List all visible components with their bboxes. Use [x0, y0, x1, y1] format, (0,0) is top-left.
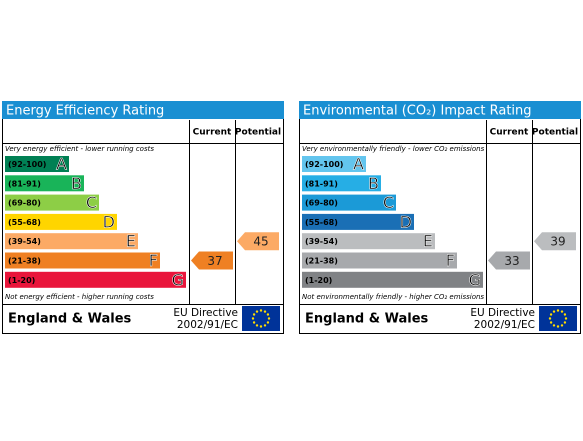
current-value: 37	[207, 254, 222, 268]
region: England & Wales	[305, 312, 429, 327]
band-range: (39-54)	[8, 237, 41, 246]
band-range: (69-80)	[305, 199, 338, 208]
band-letter: F	[149, 251, 158, 270]
panel-title: Energy Efficiency Rating	[6, 104, 164, 119]
eu-star	[556, 309, 560, 312]
eu-star	[255, 310, 259, 313]
band-range: (21-38)	[305, 257, 338, 266]
band-letter: C	[86, 193, 97, 212]
band-range: (39-54)	[305, 237, 338, 246]
band-letter: D	[103, 212, 115, 231]
rating-band	[302, 175, 381, 192]
eu-star	[263, 310, 267, 313]
region: England & Wales	[8, 312, 132, 327]
eu-star	[266, 321, 270, 324]
top-note: Very environmentally friendly - lower CO…	[302, 145, 485, 153]
eu-star	[564, 317, 568, 320]
potential-header: Potential	[235, 128, 281, 138]
eu-star	[251, 317, 255, 320]
current-arrow	[191, 251, 233, 270]
eu-star	[252, 321, 256, 324]
eu-star	[263, 324, 267, 327]
eu-star	[560, 324, 564, 327]
eu-star	[556, 325, 560, 328]
rating-band	[302, 156, 366, 172]
potential-header: Potential	[532, 128, 578, 138]
eu-star	[252, 313, 256, 316]
band-letter: B	[368, 174, 379, 193]
eu-star	[266, 313, 270, 316]
eu-star	[255, 324, 259, 327]
directive-line: 2002/91/EC	[177, 319, 238, 331]
bottom-note: Not environmentally friendly - higher CO…	[302, 293, 484, 301]
current-header: Current	[193, 128, 232, 138]
eu-star	[259, 325, 263, 328]
rating-band	[302, 194, 396, 211]
eu-star	[552, 324, 556, 327]
eu-star	[549, 321, 553, 324]
directive-line: 2002/91/EC	[474, 319, 535, 331]
potential-arrow	[534, 232, 576, 251]
band-letter: D	[400, 212, 412, 231]
rating-band	[5, 156, 69, 172]
panel-title: Environmental (CO₂) Impact Rating	[303, 104, 532, 119]
potential-value: 39	[550, 235, 565, 249]
eu-star	[267, 317, 271, 320]
eu-star	[563, 313, 567, 316]
title-bar	[2, 101, 284, 119]
current-value: 33	[504, 254, 519, 268]
potential-arrow	[237, 232, 279, 251]
band-letter: B	[71, 174, 82, 193]
top-note: Very energy efficient - lower running co…	[5, 145, 154, 153]
current-arrow	[488, 251, 530, 270]
band-range: (1-20)	[8, 276, 35, 285]
band-letter: C	[383, 193, 394, 212]
rating-band	[5, 213, 117, 230]
eu-star	[259, 309, 263, 312]
current-header: Current	[490, 128, 529, 138]
band-range: (81-91)	[305, 179, 338, 188]
eu-star	[563, 321, 567, 324]
title-bar	[299, 101, 581, 119]
rating-band	[302, 213, 414, 230]
directive-line: EU Directive	[470, 307, 535, 319]
band-range: (81-91)	[8, 179, 41, 188]
band-range: (92-100)	[305, 160, 343, 169]
rating-band	[5, 233, 138, 250]
eu-star	[548, 317, 552, 320]
eu-star	[552, 310, 556, 313]
band-range: (69-80)	[8, 199, 41, 208]
band-letter: F	[446, 251, 455, 270]
rating-band	[5, 252, 160, 269]
rating-band	[302, 252, 457, 269]
band-range: (92-100)	[8, 160, 46, 169]
band-letter: E	[126, 232, 136, 251]
potential-value: 45	[253, 235, 268, 249]
rating-band	[5, 194, 99, 211]
eu-star	[549, 313, 553, 316]
rating-band	[302, 271, 483, 288]
eu-star	[560, 310, 564, 313]
band-letter: E	[423, 232, 433, 251]
rating-band	[5, 175, 84, 192]
rating-band	[5, 271, 186, 288]
rating-band	[302, 233, 435, 250]
bottom-note: Not energy efficient - higher running co…	[5, 293, 154, 301]
band-letter: G	[469, 270, 481, 289]
directive-line: EU Directive	[173, 307, 238, 319]
band-range: (55-68)	[8, 218, 41, 227]
band-letter: A	[353, 155, 364, 174]
band-range: (55-68)	[305, 218, 338, 227]
band-range: (21-38)	[8, 257, 41, 266]
band-letter: G	[172, 270, 184, 289]
band-range: (1-20)	[305, 276, 332, 285]
band-letter: A	[56, 155, 67, 174]
